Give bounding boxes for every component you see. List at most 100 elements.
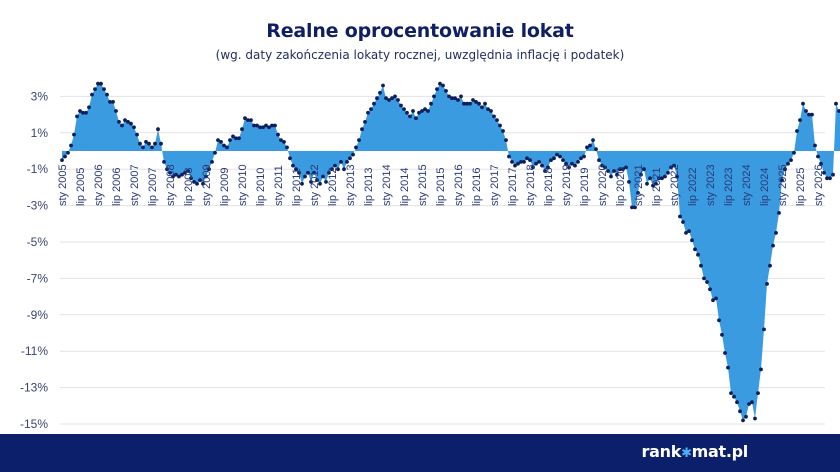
x-tick-label: lip 2010 (255, 167, 267, 206)
data-area (62, 83, 840, 421)
data-point (672, 163, 676, 168)
data-point (528, 158, 532, 163)
data-point (111, 100, 115, 104)
data-point (534, 161, 538, 166)
data-point (705, 280, 709, 284)
x-tick-label: lip 2025 (795, 167, 807, 206)
data-point (108, 100, 112, 104)
data-point (774, 231, 778, 235)
x-tick-label: lip 2012 (327, 167, 339, 206)
data-point (522, 160, 526, 164)
data-point (399, 103, 403, 108)
data-point (147, 141, 151, 146)
data-point (66, 150, 70, 155)
data-point (666, 170, 670, 175)
data-point (84, 110, 88, 115)
data-point (180, 172, 184, 177)
data-point (417, 110, 421, 115)
data-point (216, 138, 220, 143)
data-point (627, 180, 631, 184)
data-point (123, 118, 127, 122)
x-tick-label: sty 2011 (273, 165, 285, 206)
data-point (798, 118, 802, 122)
data-point (420, 109, 424, 113)
x-tick-label: lip 2023 (723, 167, 735, 206)
data-point (807, 112, 811, 117)
data-point (369, 107, 373, 111)
data-point (480, 105, 484, 110)
x-tick-label: lip 2005 (75, 167, 87, 206)
data-point (264, 123, 268, 128)
data-point (768, 263, 772, 268)
data-point (333, 163, 337, 168)
x-tick-label: lip 2013 (363, 167, 375, 206)
data-point (201, 181, 205, 186)
data-point (393, 94, 397, 99)
data-point (504, 138, 508, 143)
data-point (348, 156, 352, 161)
data-point (786, 161, 790, 166)
x-tick-label: sty 2016 (453, 164, 465, 206)
data-point (363, 120, 367, 124)
x-tick-label: sty 2023 (705, 164, 717, 206)
brand-text-right: mat.pl (691, 442, 749, 461)
data-point (351, 152, 355, 157)
data-point (249, 118, 253, 122)
data-point (222, 143, 226, 148)
data-point (624, 165, 628, 170)
y-tick-label: -11% (21, 344, 48, 358)
data-point (162, 160, 166, 164)
data-point (750, 400, 754, 405)
data-point (777, 211, 781, 215)
data-point (204, 174, 208, 179)
data-point (144, 140, 148, 144)
data-point (93, 87, 97, 91)
data-point (735, 400, 739, 405)
data-point (297, 170, 301, 175)
data-point (615, 172, 619, 177)
data-point (573, 163, 577, 168)
data-point (555, 152, 559, 157)
data-point (234, 136, 238, 141)
data-point (537, 160, 541, 164)
data-point (579, 156, 583, 161)
data-point (720, 332, 724, 337)
data-point (174, 172, 178, 177)
data-point (357, 138, 361, 143)
data-point (645, 181, 649, 186)
data-point (246, 118, 250, 122)
data-point (600, 163, 604, 168)
data-point (237, 136, 241, 141)
brand-text-left: rank (641, 442, 682, 461)
data-point (828, 176, 832, 181)
data-point (273, 123, 277, 128)
data-point (114, 109, 118, 113)
data-point (564, 161, 568, 166)
x-tick-label: lip 2020 (615, 167, 627, 206)
data-point (546, 165, 550, 170)
data-point (345, 160, 349, 164)
data-point (825, 176, 829, 181)
data-point (729, 391, 733, 395)
data-point (801, 101, 805, 106)
data-point (603, 165, 607, 170)
data-point (690, 238, 694, 243)
data-point (567, 165, 571, 170)
data-point (684, 231, 688, 235)
data-point (210, 160, 214, 164)
data-point (75, 114, 79, 119)
data-point (396, 98, 400, 102)
data-point (558, 154, 562, 159)
data-point (132, 125, 136, 130)
y-tick-label: -5% (27, 235, 49, 249)
data-point (213, 150, 217, 155)
data-point (81, 110, 85, 115)
data-point (747, 402, 751, 406)
brand-logo[interactable]: rank✱mat.pl (641, 442, 749, 461)
data-point (576, 160, 580, 164)
data-point (780, 178, 784, 183)
x-tick-label: lip 2014 (399, 167, 411, 206)
data-point (660, 176, 664, 181)
data-point (702, 276, 706, 281)
data-point (315, 178, 319, 183)
